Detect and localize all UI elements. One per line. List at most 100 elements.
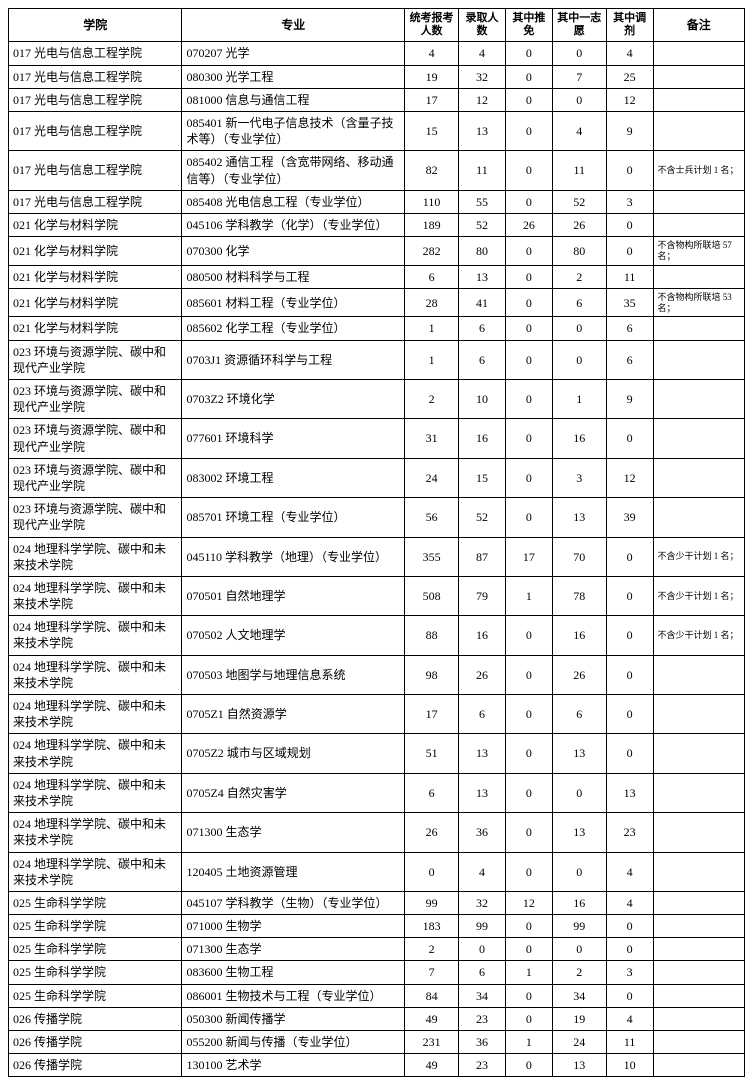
cell-adjusted: 6 — [606, 340, 653, 379]
table-row: 021 化学与材料学院085602 化学工程（专业学位）16006 — [9, 317, 745, 340]
table-row: 021 化学与材料学院045106 学科教学（化学）（专业学位）18952262… — [9, 213, 745, 236]
cell-first-choice: 16 — [552, 616, 606, 655]
cell-admitted: 32 — [459, 891, 506, 914]
cell-adjusted: 0 — [606, 734, 653, 773]
cell-admitted: 11 — [459, 151, 506, 190]
cell-admitted: 99 — [459, 915, 506, 938]
cell-note — [653, 961, 744, 984]
cell-college: 025 生命科学学院 — [9, 891, 182, 914]
cell-major: 083600 生物工程 — [182, 961, 405, 984]
table-row: 025 生命科学学院083600 生物工程76123 — [9, 961, 745, 984]
table-row: 023 环境与资源学院、碳中和现代产业学院077601 环境科学31160160 — [9, 419, 745, 458]
cell-admitted: 87 — [459, 537, 506, 576]
table-row: 024 地理科学学院、碳中和未来技术学院120405 土地资源管理04004 — [9, 852, 745, 891]
cell-recommended: 0 — [505, 317, 552, 340]
table-row: 023 环境与资源学院、碳中和现代产业学院085701 环境工程（专业学位）56… — [9, 498, 745, 537]
table-row: 026 传播学院055200 新闻与传播（专业学位）2313612411 — [9, 1031, 745, 1054]
cell-recommended: 0 — [505, 458, 552, 497]
table-row: 023 环境与资源学院、碳中和现代产业学院0703Z2 环境化学210019 — [9, 380, 745, 419]
cell-recommended: 0 — [505, 734, 552, 773]
cell-recommended: 26 — [505, 213, 552, 236]
cell-note: 不含物构所联培 57 名； — [653, 237, 744, 266]
cell-first-choice: 6 — [552, 288, 606, 317]
cell-adjusted: 6 — [606, 317, 653, 340]
cell-admitted: 15 — [459, 458, 506, 497]
cell-note — [653, 265, 744, 288]
cell-admitted: 34 — [459, 984, 506, 1007]
cell-first-choice: 6 — [552, 695, 606, 734]
cell-adjusted: 4 — [606, 1007, 653, 1030]
cell-recommended: 0 — [505, 1007, 552, 1030]
header-college: 学院 — [9, 9, 182, 42]
cell-applicants: 355 — [405, 537, 459, 576]
cell-admitted: 41 — [459, 288, 506, 317]
cell-major: 086001 生物技术与工程（专业学位） — [182, 984, 405, 1007]
cell-admitted: 16 — [459, 419, 506, 458]
cell-applicants: 82 — [405, 151, 459, 190]
table-row: 026 传播学院050300 新闻传播学49230194 — [9, 1007, 745, 1030]
cell-major: 070501 自然地理学 — [182, 576, 405, 615]
table-row: 017 光电与信息工程学院081000 信息与通信工程17120012 — [9, 88, 745, 111]
cell-major: 085408 光电信息工程（专业学位） — [182, 190, 405, 213]
cell-major: 080300 光学工程 — [182, 65, 405, 88]
cell-college: 024 地理科学学院、碳中和未来技术学院 — [9, 537, 182, 576]
header-first-choice: 其中一志愿 — [552, 9, 606, 42]
cell-major: 085401 新一代电子信息技术（含量子技术等）（专业学位） — [182, 111, 405, 150]
cell-first-choice: 13 — [552, 498, 606, 537]
cell-first-choice: 19 — [552, 1007, 606, 1030]
cell-note — [653, 984, 744, 1007]
cell-college: 026 传播学院 — [9, 1054, 182, 1077]
cell-adjusted: 23 — [606, 813, 653, 852]
table-row: 026 传播学院130100 艺术学492301310 — [9, 1054, 745, 1077]
cell-applicants: 183 — [405, 915, 459, 938]
cell-note — [653, 42, 744, 65]
cell-note — [653, 1007, 744, 1030]
cell-admitted: 10 — [459, 380, 506, 419]
cell-college: 024 地理科学学院、碳中和未来技术学院 — [9, 695, 182, 734]
cell-major: 045110 学科教学（地理）（专业学位） — [182, 537, 405, 576]
cell-admitted: 52 — [459, 498, 506, 537]
table-row: 024 地理科学学院、碳中和未来技术学院045110 学科教学（地理）（专业学位… — [9, 537, 745, 576]
cell-first-choice: 52 — [552, 190, 606, 213]
cell-college: 024 地理科学学院、碳中和未来技术学院 — [9, 852, 182, 891]
cell-college: 017 光电与信息工程学院 — [9, 190, 182, 213]
table-row: 025 生命科学学院071300 生态学20000 — [9, 938, 745, 961]
cell-note — [653, 88, 744, 111]
cell-major: 050300 新闻传播学 — [182, 1007, 405, 1030]
cell-college: 026 传播学院 — [9, 1007, 182, 1030]
cell-applicants: 0 — [405, 852, 459, 891]
cell-note — [653, 773, 744, 812]
header-note: 备注 — [653, 9, 744, 42]
cell-major: 085701 环境工程（专业学位） — [182, 498, 405, 537]
cell-admitted: 32 — [459, 65, 506, 88]
cell-admitted: 36 — [459, 813, 506, 852]
cell-applicants: 6 — [405, 773, 459, 812]
cell-adjusted: 4 — [606, 42, 653, 65]
cell-college: 024 地理科学学院、碳中和未来技术学院 — [9, 616, 182, 655]
cell-recommended: 0 — [505, 813, 552, 852]
cell-college: 024 地理科学学院、碳中和未来技术学院 — [9, 576, 182, 615]
cell-admitted: 4 — [459, 852, 506, 891]
cell-applicants: 19 — [405, 65, 459, 88]
cell-adjusted: 9 — [606, 111, 653, 150]
cell-note — [653, 1054, 744, 1077]
cell-college: 017 光电与信息工程学院 — [9, 42, 182, 65]
cell-first-choice: 7 — [552, 65, 606, 88]
cell-adjusted: 4 — [606, 891, 653, 914]
cell-recommended: 0 — [505, 938, 552, 961]
cell-admitted: 6 — [459, 961, 506, 984]
cell-first-choice: 2 — [552, 265, 606, 288]
cell-college: 021 化学与材料学院 — [9, 317, 182, 340]
cell-note: 不含士兵计划 1 名； — [653, 151, 744, 190]
cell-note — [653, 1031, 744, 1054]
cell-note — [653, 891, 744, 914]
cell-admitted: 26 — [459, 655, 506, 694]
cell-major: 070503 地图学与地理信息系统 — [182, 655, 405, 694]
header-major: 专业 — [182, 9, 405, 42]
cell-recommended: 0 — [505, 65, 552, 88]
table-header-row: 学院 专业 统考报考人数 录取人数 其中推免 其中一志愿 其中调剂 备注 — [9, 9, 745, 42]
cell-applicants: 110 — [405, 190, 459, 213]
cell-major: 071300 生态学 — [182, 938, 405, 961]
cell-recommended: 0 — [505, 695, 552, 734]
cell-applicants: 282 — [405, 237, 459, 266]
